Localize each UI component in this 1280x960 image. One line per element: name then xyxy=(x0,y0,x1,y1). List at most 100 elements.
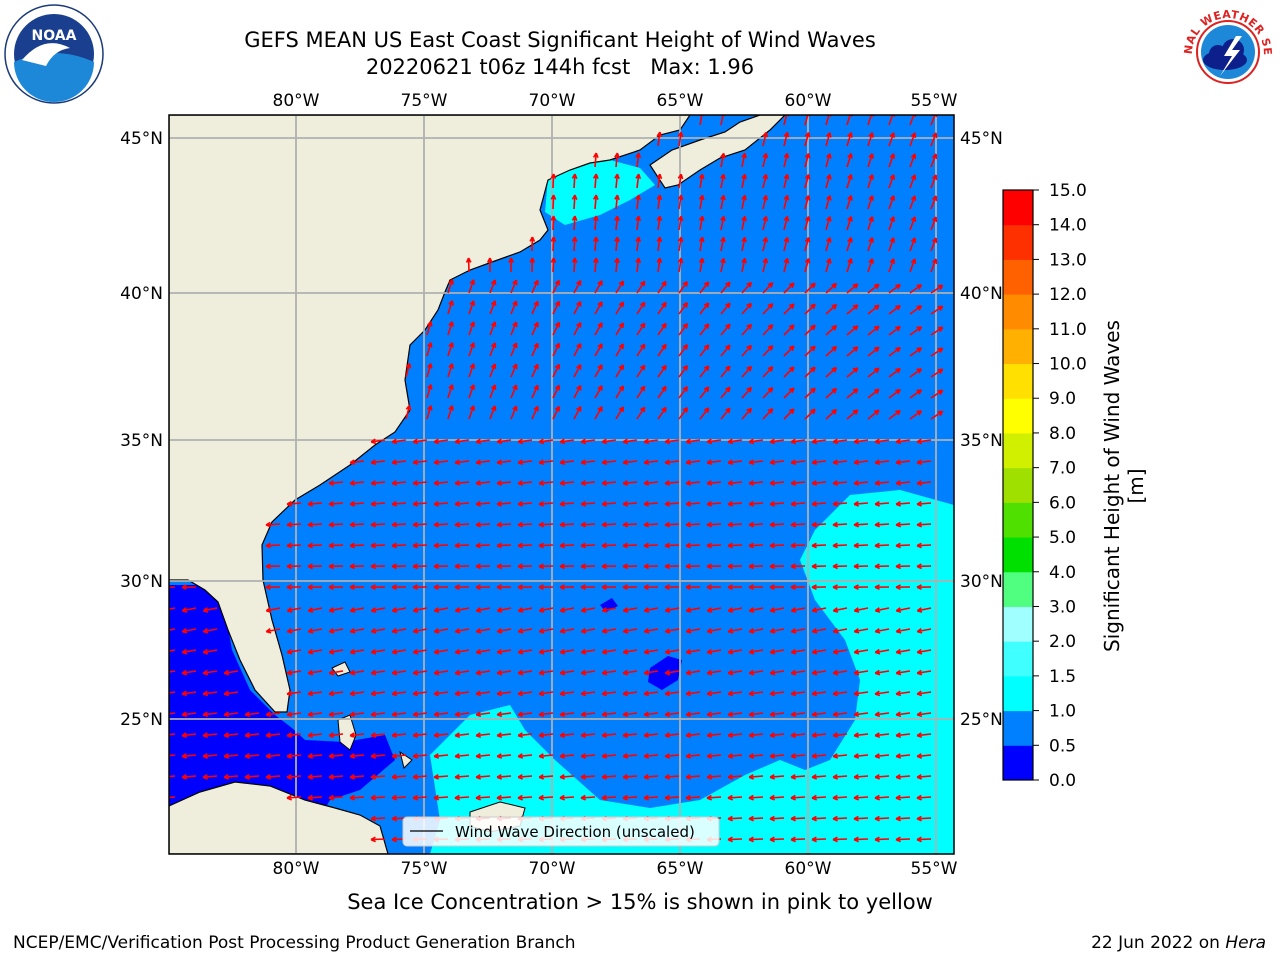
wind-arrow xyxy=(622,732,638,739)
lat-label-left: 45°N xyxy=(120,129,163,149)
wind-arrow xyxy=(888,304,901,315)
noaa-logo-text: NOAA xyxy=(32,28,77,44)
wind-arrow xyxy=(496,794,512,801)
wind-arrow xyxy=(412,500,428,507)
wind-arrow xyxy=(349,459,365,466)
wind-arrow xyxy=(916,607,932,613)
wind-arrow xyxy=(727,542,743,549)
wind-arrow xyxy=(580,607,596,613)
wind-arrow xyxy=(811,607,827,613)
wind-arrow xyxy=(496,542,512,549)
wind-arrow xyxy=(720,257,726,273)
wind-arrow xyxy=(517,732,533,739)
wind-arrow xyxy=(643,500,659,507)
wind-arrow xyxy=(265,732,281,739)
wind-arrow xyxy=(762,324,774,336)
colorbar-tick-label: 1.5 xyxy=(1049,667,1076,687)
wind-arrow xyxy=(790,500,806,507)
colorbar-swatch xyxy=(1003,294,1033,330)
wind-arrow xyxy=(769,438,785,445)
wind-arrow xyxy=(265,711,281,718)
wind-arrow xyxy=(769,480,785,486)
wind-arrow xyxy=(571,257,578,273)
wind-arrow xyxy=(846,115,853,126)
wind-arrow xyxy=(181,628,197,634)
wind-arrow xyxy=(580,500,596,507)
wind-arrow xyxy=(538,711,554,718)
wind-arrow xyxy=(601,480,617,486)
wind-arrow xyxy=(867,346,880,357)
wind-arrow xyxy=(635,257,642,273)
wind-arrow xyxy=(475,459,491,466)
map-frame xyxy=(168,114,955,855)
wind-arrow xyxy=(496,584,512,591)
wind-arrow xyxy=(202,628,218,634)
wind-arrow xyxy=(307,500,323,507)
wind-arrow xyxy=(867,132,874,147)
wind-arrow xyxy=(594,406,603,420)
wind-arrow xyxy=(678,280,689,294)
wind-arrow xyxy=(664,648,680,655)
wind-arrow xyxy=(867,195,874,210)
wind-arrow xyxy=(685,500,701,507)
wind-arrow xyxy=(531,363,539,378)
wind-arrow xyxy=(454,648,470,655)
wind-arrow xyxy=(699,386,710,399)
wind-arrow xyxy=(538,521,554,528)
wind-arrow xyxy=(804,324,816,336)
wind-arrow xyxy=(391,480,407,486)
wind-arrow xyxy=(486,257,493,273)
lat-label-right: 45°N xyxy=(960,129,1003,149)
wind-arrow xyxy=(370,563,386,570)
wind-arrow xyxy=(874,711,890,718)
wind-arrow xyxy=(517,711,533,718)
wind-arrow xyxy=(832,794,848,801)
wind-arrow xyxy=(741,257,747,273)
wind-arrow xyxy=(727,669,743,676)
wind-arrow xyxy=(601,690,617,697)
wind-arrow xyxy=(559,774,575,780)
wind-arrow xyxy=(559,669,575,676)
wind-arrow xyxy=(622,753,638,759)
wind-arrow xyxy=(804,173,811,189)
footer-host: Hera xyxy=(1225,933,1266,953)
wind-arrow xyxy=(635,236,642,252)
wind-arrow xyxy=(664,732,680,739)
colorbar-tick-label: 1.0 xyxy=(1049,702,1076,722)
wind-arrow xyxy=(538,774,554,780)
wind-arrow xyxy=(769,607,785,613)
wind-arrow xyxy=(825,387,838,399)
wind-arrow xyxy=(370,459,386,466)
wind-arrow xyxy=(286,521,302,528)
wind-arrow xyxy=(853,648,869,655)
wind-arrow xyxy=(223,711,239,718)
wind-arrow xyxy=(656,215,663,231)
wind-arrow xyxy=(832,753,848,759)
wind-arrow xyxy=(678,364,689,378)
wind-arrow xyxy=(909,284,923,294)
wind-arrow xyxy=(496,459,512,466)
wind-arrow xyxy=(580,648,596,655)
wind-arrow xyxy=(811,753,827,759)
wind-arrow xyxy=(825,216,832,231)
colorbar-tick-label: 15.0 xyxy=(1049,181,1087,201)
wind-arrow xyxy=(685,521,701,528)
wind-arrow xyxy=(622,711,638,718)
wind-arrow xyxy=(412,753,428,759)
wind-arrow xyxy=(636,343,646,357)
wind-arrow xyxy=(538,732,554,739)
wind-arrow xyxy=(888,216,895,231)
nws-logo: NATIONAL WEATHER SERVICE xyxy=(1178,2,1277,101)
wind-arrow xyxy=(622,648,638,655)
wind-arrow xyxy=(517,628,533,634)
wind-arrow xyxy=(307,584,323,591)
wind-arrow xyxy=(825,237,832,252)
wind-arrow xyxy=(657,343,667,357)
colorbar-swatch xyxy=(1003,710,1033,746)
wind-arrow xyxy=(169,607,176,611)
wind-arrow xyxy=(559,753,575,759)
wind-arrow xyxy=(391,774,407,780)
wind-arrow xyxy=(909,368,923,378)
lat-label-left: 40°N xyxy=(120,284,163,304)
wind-arrow xyxy=(930,132,938,147)
